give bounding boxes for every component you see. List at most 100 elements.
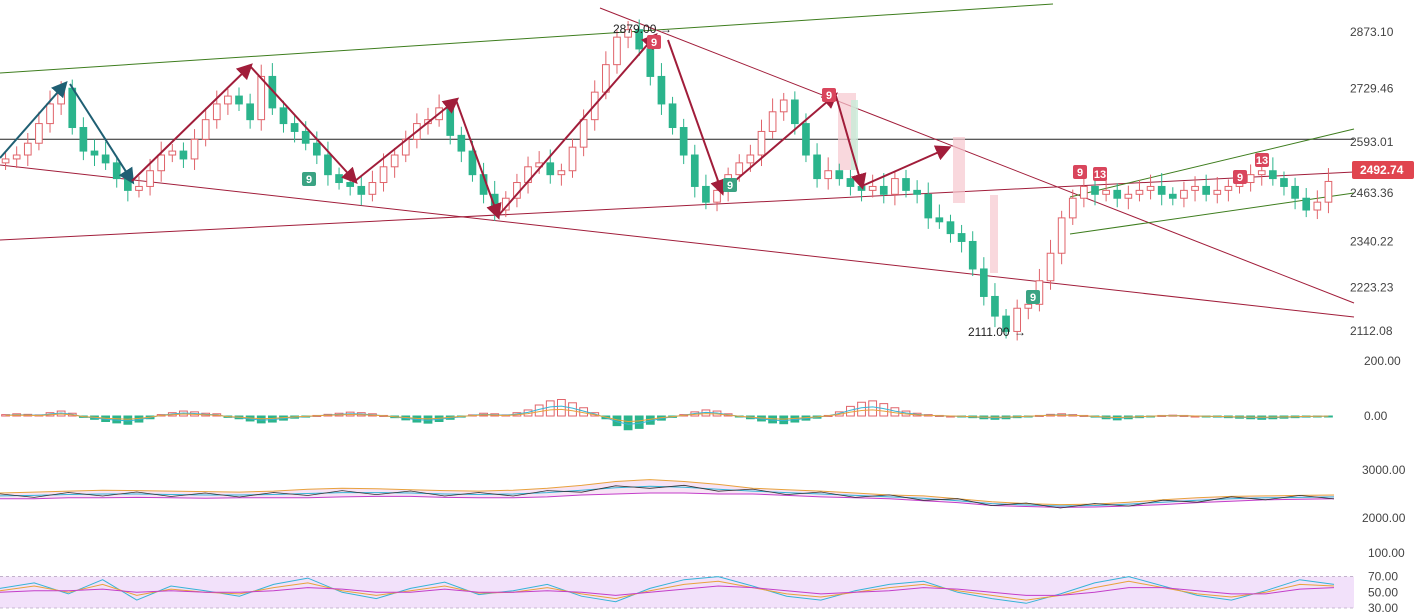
candle-body xyxy=(979,268,988,297)
last-price-tag: 2492.74 xyxy=(1352,161,1414,179)
candle-body xyxy=(357,185,366,195)
zigzag-arrow xyxy=(497,32,658,217)
macd-tick-label: 0.00 xyxy=(1364,409,1388,423)
td-badge: 9 xyxy=(1026,290,1040,304)
candle-body xyxy=(1246,174,1255,184)
candle-body xyxy=(379,166,388,184)
rsi-line xyxy=(0,585,1335,596)
candle-body xyxy=(1068,197,1077,219)
high-arrow-glyph: → xyxy=(660,22,672,36)
candle-body xyxy=(324,154,332,176)
td-badge-label: 13 xyxy=(1256,155,1268,167)
macd-bar xyxy=(779,415,789,425)
candle-body xyxy=(791,99,799,125)
zigzag-arrow xyxy=(131,63,253,182)
price-tick-label: 2873.10 xyxy=(1350,25,1394,39)
candle-body xyxy=(468,150,477,176)
zigzag-arrow xyxy=(0,80,68,159)
candle-body xyxy=(1135,189,1144,195)
bands-panel xyxy=(0,479,1335,509)
candle-body xyxy=(446,107,455,136)
highlight-box xyxy=(953,137,965,203)
band-line xyxy=(0,492,1335,508)
candle-body xyxy=(568,146,577,172)
zigzag-arrow xyxy=(249,65,358,184)
candle-body xyxy=(1157,185,1166,195)
candle-body xyxy=(101,154,110,164)
candle-body xyxy=(1280,178,1288,187)
price-panel[interactable]: 9 9 9 9 9 13 9 13 9 xyxy=(0,3,1355,341)
candle-body xyxy=(991,295,999,317)
candle-body xyxy=(835,170,844,180)
candle-body xyxy=(112,162,121,180)
price-tick-label: 2463.36 xyxy=(1350,186,1394,200)
zigzag-arrow xyxy=(721,92,839,193)
rsi-tick-label: 50.00 xyxy=(1368,585,1398,599)
candle-body xyxy=(757,130,766,156)
candle-body xyxy=(135,185,143,191)
candle-body xyxy=(1057,217,1066,254)
td-badge: 9 xyxy=(647,35,661,49)
upper-green-channel-line xyxy=(0,3,1054,74)
td-badge-box xyxy=(822,88,836,102)
candle-body xyxy=(1168,193,1177,199)
candle-body xyxy=(124,178,132,191)
candle-body xyxy=(1324,180,1333,203)
candle-body xyxy=(235,95,243,105)
macd-bar xyxy=(879,403,889,417)
td-badge: 9 xyxy=(723,178,737,192)
candle-body xyxy=(802,123,810,156)
high-annotation: 2879.00 xyxy=(613,22,657,36)
descending-red-trendline xyxy=(599,7,1355,304)
macd-bar xyxy=(545,400,555,417)
candle-body xyxy=(1191,185,1199,191)
candle-body xyxy=(1113,189,1122,199)
candle-body xyxy=(602,64,610,93)
candle-body xyxy=(879,185,888,195)
candle-body xyxy=(690,154,699,187)
candle-body xyxy=(1202,185,1210,195)
candle-body xyxy=(190,138,199,160)
zigzag-arrow xyxy=(69,83,135,185)
candle-body xyxy=(268,75,277,109)
td-badge-label: 9 xyxy=(651,37,657,49)
td-badge-label: 9 xyxy=(1030,292,1036,304)
last-price-value: 2492.74 xyxy=(1360,163,1404,177)
candle-body xyxy=(868,185,877,191)
rsi-tick-label: 70.00 xyxy=(1368,570,1398,584)
candle-body xyxy=(1002,315,1010,332)
candle-body xyxy=(891,178,899,195)
candle-body xyxy=(668,103,677,129)
td-badge-box xyxy=(1026,290,1040,304)
td-badge-box xyxy=(1073,165,1087,179)
candle-body xyxy=(457,134,466,152)
candle-body xyxy=(902,178,910,191)
candle-body xyxy=(1269,170,1277,180)
candle-body xyxy=(968,240,977,270)
candle-body xyxy=(557,170,566,176)
td-badge: 9 xyxy=(302,172,316,186)
candle-body xyxy=(1091,185,1099,195)
price-tick-label: 2729.46 xyxy=(1350,81,1394,95)
td-badge-box xyxy=(1093,167,1107,181)
candle-body xyxy=(857,185,866,191)
candle-body xyxy=(657,75,666,105)
price-tick-label: 2223.23 xyxy=(1350,280,1394,294)
candle-body xyxy=(212,103,221,121)
candle-body xyxy=(290,123,299,132)
candle-body xyxy=(68,87,77,129)
td-badge-box xyxy=(302,172,316,186)
zigzag-arrow xyxy=(354,97,460,182)
macd-bar xyxy=(557,399,566,417)
candle-body xyxy=(46,103,54,125)
candle-body xyxy=(913,189,921,195)
candle-body xyxy=(924,193,933,219)
td-badge-box xyxy=(1255,153,1269,167)
candle-body xyxy=(12,154,21,160)
candle-body xyxy=(335,174,343,184)
low-annotation: 2111.00 xyxy=(968,325,1010,339)
td-badge-label: 9 xyxy=(826,90,832,102)
price-tick-label: 2593.01 xyxy=(1350,135,1394,149)
